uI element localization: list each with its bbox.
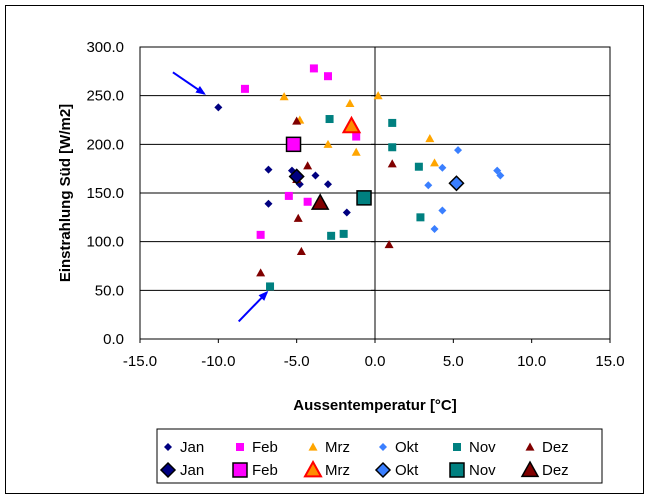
data-point [303,197,312,206]
data-point [384,240,394,249]
x-tick-label: -5.0 [284,353,310,370]
data-point [416,213,425,222]
data-point [438,163,447,172]
legend-marker [374,461,392,479]
legend-label: Nov [469,439,496,456]
data-point [448,175,465,192]
legend-label: Nov [469,462,496,479]
legend-marker [449,462,465,478]
data-point [288,168,305,185]
x-tick-label: 5.0 [443,353,464,370]
data-point [293,213,303,222]
data-point [264,165,273,174]
data-point [214,103,223,112]
axes: 0.0 50.0 100.0 150.0 200.0 250.0 300.0 -15.0 -10… [86,39,624,370]
y-axis-label: Einstrahlung Süd [W/m2] [57,104,74,282]
data-point [438,206,447,215]
y-tick-label: 50.0 [95,282,124,299]
data-point [279,92,289,101]
legend-marker [520,460,540,478]
annotations [172,71,269,323]
legend-marker [164,443,172,451]
data-point [341,115,362,134]
chart-frame [5,5,644,494]
legend-label: Mrz [325,462,350,479]
legend-label: Feb [252,462,278,479]
legend-label: Okt [395,439,419,456]
data-point [324,180,332,189]
data-point [324,72,332,81]
legend-marker [525,442,535,451]
data-points [214,64,505,291]
data-point [373,91,383,100]
legend-label: Dez [542,439,569,456]
legend-marker [453,443,461,451]
data-point [345,98,355,108]
data-point [430,158,440,167]
data-point [424,181,433,190]
data-point [284,191,293,200]
legend-marker [236,443,244,451]
data-point [285,136,302,153]
annotation-arrow [172,71,206,95]
data-point [496,171,505,180]
y-tick-label: 0.0 [103,331,124,348]
data-point [264,199,273,208]
legend-label: Dez [542,462,569,479]
annotation-arrow [237,290,269,323]
data-point [303,161,313,170]
data-point [356,190,372,206]
y-tick-label: 300.0 [86,39,124,56]
legend-marker [159,461,177,479]
legend-label: Okt [395,462,419,479]
data-point [342,208,351,217]
legend-marker [232,462,248,478]
x-tick-label: 0.0 [365,353,386,370]
data-point [256,230,265,239]
legend-label: Feb [252,439,278,456]
data-point [266,282,275,291]
data-point [454,146,463,155]
data-point [323,139,333,148]
y-tick-label: 200.0 [86,136,124,153]
data-point [388,143,397,152]
y-tick-label: 100.0 [86,234,124,251]
data-point [388,118,397,127]
y-tick-label: 250.0 [86,88,124,105]
data-point [256,268,266,277]
x-tick-label: -15.0 [123,353,157,370]
legend-label: Jan [180,439,204,456]
data-point [309,64,318,73]
legend-marker [379,443,387,451]
data-point [430,225,439,234]
data-point [310,193,330,210]
legend-marker [308,442,318,451]
data-point [414,162,423,171]
data-point [339,229,348,238]
data-point [327,231,336,240]
legend-marker [303,459,323,478]
data-point [292,116,302,125]
data-point [352,132,361,141]
x-tick-label: 10.0 [517,353,546,370]
x-tick-label: -10.0 [201,353,235,370]
data-point [425,133,435,143]
y-tick-label: 150.0 [86,185,124,202]
data-point [351,147,361,156]
data-point [240,84,249,93]
legend: Jan Feb Mrz Okt Nov Dez Jan Feb Mrz Okt Nov Dez [156,428,603,484]
data-point [387,159,397,168]
legend-label: Mrz [325,439,350,456]
data-point [325,115,334,124]
x-axis-label: Aussentemperatur [°C] [293,397,457,414]
legend-label: Jan [180,462,204,479]
data-point [296,246,306,255]
data-point [311,171,320,180]
x-tick-label: 15.0 [595,353,624,370]
